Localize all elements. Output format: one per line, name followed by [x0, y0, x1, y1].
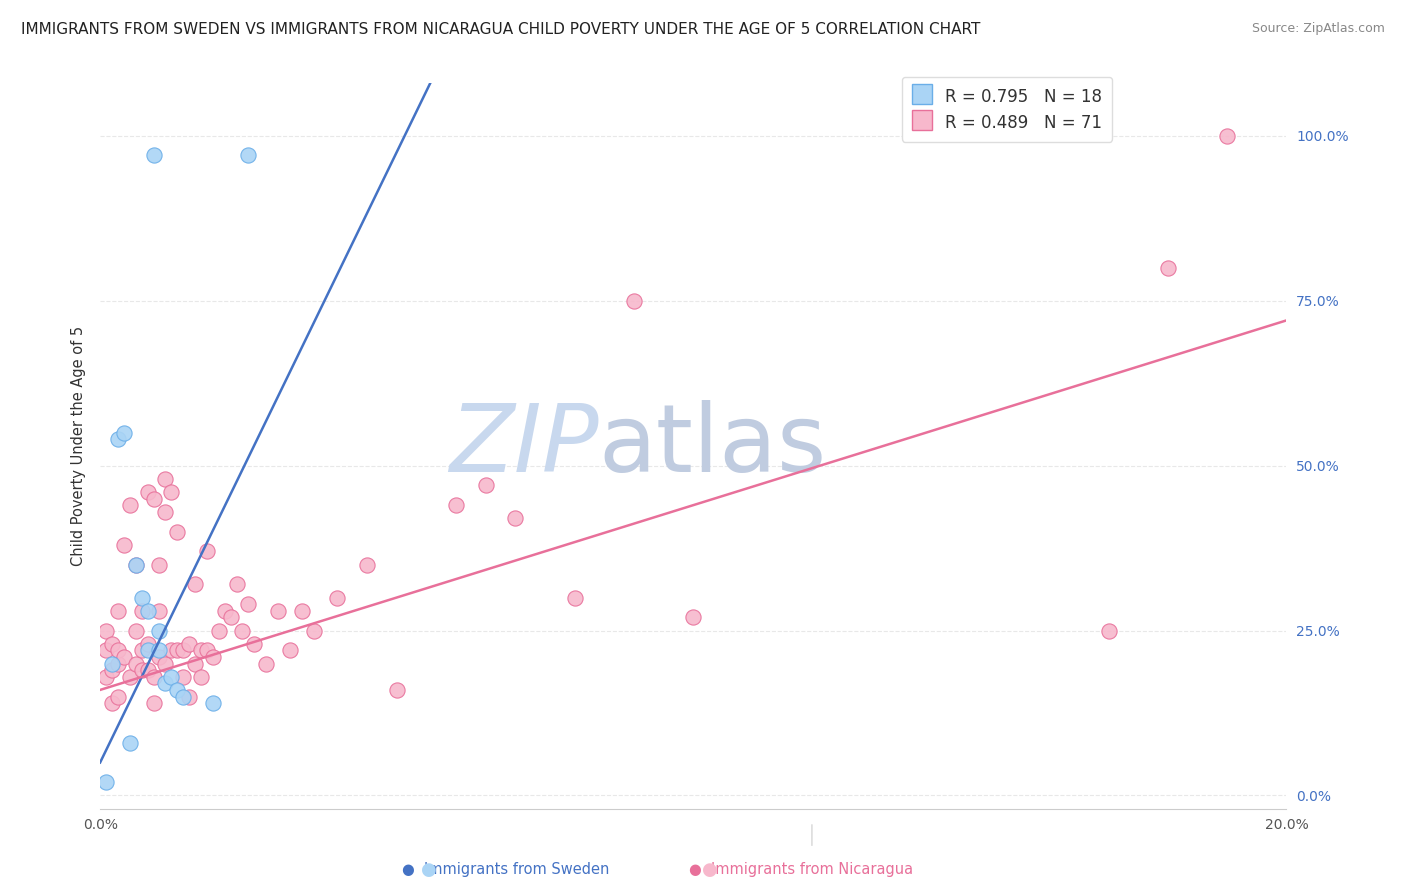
Point	[107, 690, 129, 704]
Point	[385, 682, 408, 697]
Point	[125, 558, 148, 572]
Point	[142, 670, 165, 684]
Point	[136, 485, 159, 500]
Point	[131, 663, 153, 677]
Text: ●: ●	[702, 861, 718, 879]
Point	[214, 604, 236, 618]
Point	[107, 432, 129, 446]
Point	[136, 643, 159, 657]
Point	[190, 643, 212, 657]
Point	[505, 511, 527, 525]
Point	[118, 736, 141, 750]
Point	[125, 624, 148, 638]
Point	[101, 663, 124, 677]
Point	[243, 637, 266, 651]
Point	[101, 696, 124, 710]
Point	[101, 657, 124, 671]
Point	[326, 591, 349, 605]
Point	[166, 682, 188, 697]
Point	[184, 657, 207, 671]
Point	[131, 591, 153, 605]
Point	[160, 643, 183, 657]
Y-axis label: Child Poverty Under the Age of 5: Child Poverty Under the Age of 5	[72, 326, 86, 566]
Point	[112, 649, 135, 664]
Text: ●  Immigrants from Nicaragua: ● Immigrants from Nicaragua	[689, 863, 914, 877]
Point	[225, 577, 247, 591]
Point	[208, 624, 231, 638]
Point	[474, 478, 496, 492]
Point	[190, 670, 212, 684]
Point	[101, 637, 124, 651]
Point	[238, 597, 260, 611]
Point	[148, 649, 170, 664]
Point	[623, 293, 645, 308]
Point	[177, 690, 200, 704]
Point	[136, 637, 159, 651]
Point	[118, 670, 141, 684]
Point	[172, 690, 194, 704]
Point	[356, 558, 378, 572]
Point	[444, 498, 467, 512]
Point	[160, 485, 183, 500]
Point	[238, 148, 260, 162]
Point	[142, 148, 165, 162]
Text: ZIP: ZIP	[449, 401, 599, 491]
Point	[155, 505, 177, 519]
Point	[160, 670, 183, 684]
Point	[302, 624, 325, 638]
Point	[148, 643, 170, 657]
Text: Source: ZipAtlas.com: Source: ZipAtlas.com	[1251, 22, 1385, 36]
Point	[166, 643, 188, 657]
Legend: R = 0.795   N = 18, R = 0.489   N = 71: R = 0.795 N = 18, R = 0.489 N = 71	[901, 77, 1112, 142]
Point	[142, 696, 165, 710]
Text: ●  Immigrants from Sweden: ● Immigrants from Sweden	[402, 863, 610, 877]
Point	[184, 577, 207, 591]
Point	[231, 624, 253, 638]
Point	[254, 657, 277, 671]
Text: ●: ●	[420, 861, 437, 879]
Point	[112, 425, 135, 440]
Point	[112, 538, 135, 552]
Point	[125, 657, 148, 671]
Point	[155, 676, 177, 690]
Point	[131, 643, 153, 657]
Point	[291, 604, 314, 618]
Point	[94, 643, 117, 657]
Point	[155, 472, 177, 486]
Point	[125, 558, 148, 572]
Point	[142, 491, 165, 506]
Point	[1216, 128, 1239, 143]
Text: IMMIGRANTS FROM SWEDEN VS IMMIGRANTS FROM NICARAGUA CHILD POVERTY UNDER THE AGE : IMMIGRANTS FROM SWEDEN VS IMMIGRANTS FRO…	[21, 22, 980, 37]
Point	[118, 498, 141, 512]
Point	[1097, 624, 1119, 638]
Point	[195, 544, 218, 558]
Point	[219, 610, 242, 624]
Point	[107, 643, 129, 657]
Point	[107, 604, 129, 618]
Point	[564, 591, 586, 605]
Point	[94, 670, 117, 684]
Point	[172, 670, 194, 684]
Point	[136, 663, 159, 677]
Point	[166, 524, 188, 539]
Point	[136, 604, 159, 618]
Point	[201, 696, 224, 710]
Point	[195, 643, 218, 657]
Point	[201, 649, 224, 664]
Point	[155, 657, 177, 671]
Text: atlas: atlas	[599, 400, 827, 491]
Point	[148, 624, 170, 638]
Point	[267, 604, 290, 618]
Point	[148, 604, 170, 618]
Point	[107, 657, 129, 671]
Point	[148, 558, 170, 572]
Point	[172, 643, 194, 657]
Point	[94, 775, 117, 789]
Point	[1157, 260, 1180, 275]
Point	[278, 643, 301, 657]
Point	[177, 637, 200, 651]
Point	[94, 624, 117, 638]
Point	[131, 604, 153, 618]
Point	[682, 610, 704, 624]
